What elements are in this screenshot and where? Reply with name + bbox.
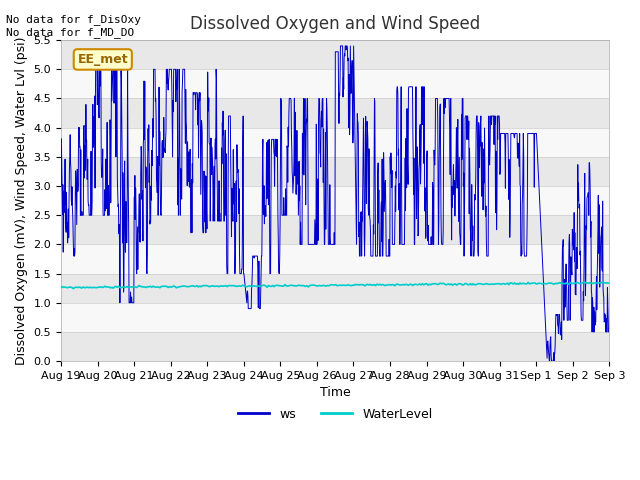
ws bbox=[311, 217, 319, 223]
Bar bbox=[61, 215, 609, 244]
Bar bbox=[61, 40, 609, 69]
ws bbox=[605, 329, 613, 335]
ws bbox=[301, 96, 309, 101]
Bar bbox=[61, 157, 609, 186]
Bar bbox=[61, 244, 609, 274]
X-axis label: Time: Time bbox=[320, 386, 351, 399]
ws bbox=[548, 358, 556, 364]
Bar bbox=[61, 69, 609, 98]
WaterLevel bbox=[57, 285, 65, 290]
ws bbox=[369, 222, 377, 228]
ws bbox=[57, 183, 65, 189]
Bar bbox=[61, 332, 609, 361]
WaterLevel bbox=[237, 284, 245, 289]
WaterLevel bbox=[457, 281, 465, 287]
ws bbox=[100, 212, 108, 218]
WaterLevel bbox=[276, 283, 284, 288]
WaterLevel bbox=[403, 282, 411, 288]
Bar bbox=[61, 98, 609, 128]
Legend: ws, WaterLevel: ws, WaterLevel bbox=[233, 403, 437, 425]
ws bbox=[122, 199, 130, 204]
WaterLevel bbox=[605, 280, 613, 286]
Text: No data for f_DisOxy
No data for f_MD_DO: No data for f_DisOxy No data for f_MD_DO bbox=[6, 14, 141, 38]
Bar bbox=[61, 274, 609, 303]
ws bbox=[290, 174, 298, 180]
WaterLevel bbox=[125, 285, 132, 290]
WaterLevel bbox=[70, 286, 77, 291]
WaterLevel bbox=[598, 279, 606, 285]
WaterLevel bbox=[454, 281, 462, 287]
Y-axis label: Dissolved Oxygen (mV), Wind Speed, Water Lvl (psi): Dissolved Oxygen (mV), Wind Speed, Water… bbox=[15, 36, 28, 365]
Title: Dissolved Oxygen and Wind Speed: Dissolved Oxygen and Wind Speed bbox=[190, 15, 480, 33]
Text: EE_met: EE_met bbox=[77, 53, 128, 66]
Line: ws: ws bbox=[61, 46, 609, 361]
ws bbox=[337, 43, 344, 49]
Bar bbox=[61, 128, 609, 157]
Bar bbox=[61, 303, 609, 332]
Line: WaterLevel: WaterLevel bbox=[61, 282, 609, 288]
Bar bbox=[61, 186, 609, 215]
